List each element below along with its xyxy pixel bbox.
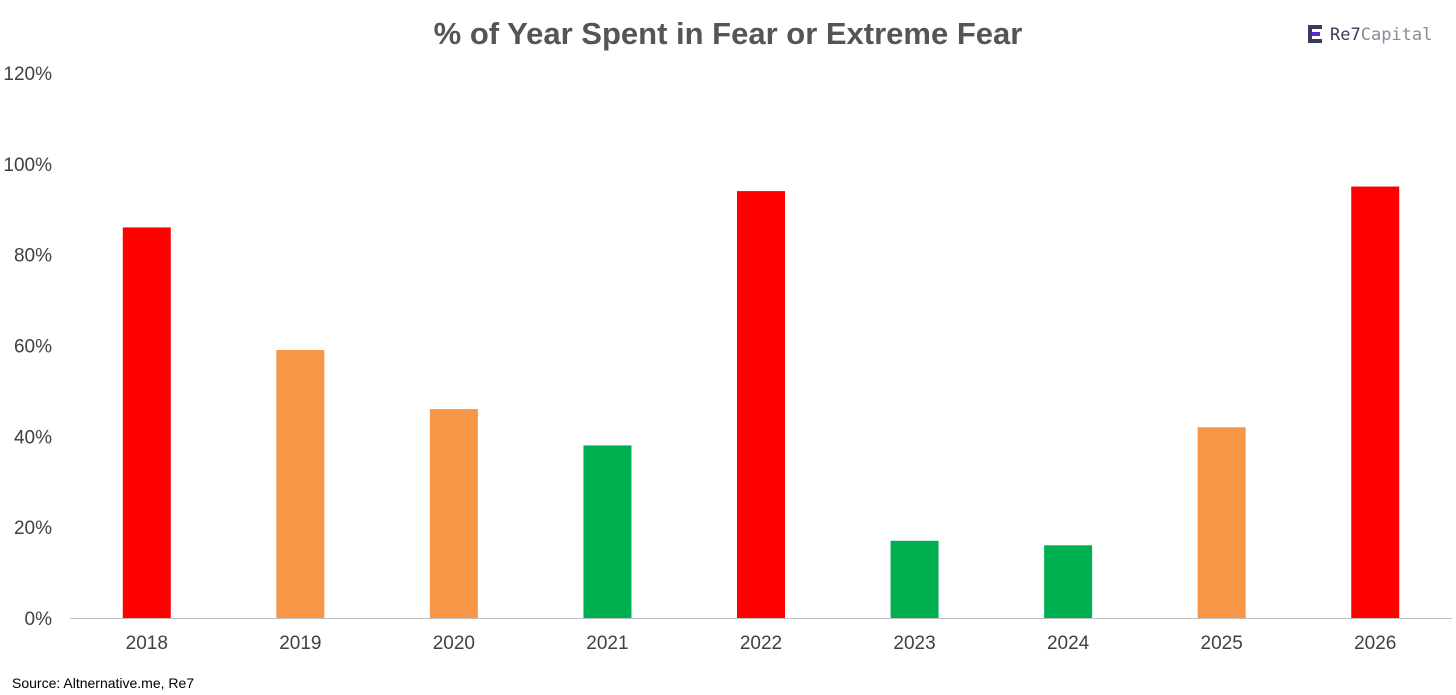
- y-tick-label: 40%: [14, 427, 52, 448]
- source-note: Source: Altnernative.me, Re7: [12, 675, 195, 691]
- brand-logo: Re7Capital: [1306, 23, 1432, 47]
- bar-2026: [1351, 186, 1400, 618]
- bar-2018: [122, 227, 171, 618]
- bar-2021: [583, 445, 632, 618]
- y-tick-label: 100%: [3, 155, 52, 176]
- x-tick-label: 2023: [893, 633, 935, 654]
- chart-title: % of Year Spent in Fear or Extreme Fear: [434, 16, 1023, 51]
- bars: [122, 186, 1400, 619]
- x-tick-label: 2024: [1047, 633, 1090, 654]
- bar-2023: [890, 540, 939, 618]
- y-tick-label: 120%: [3, 64, 52, 85]
- x-axis-ticks: 2018 2019 2020 2021 2022 2023 2024 2025 2026: [126, 633, 1397, 654]
- x-tick-label: 2022: [740, 633, 782, 654]
- y-tick-label: 60%: [14, 337, 52, 358]
- x-tick-label: 2020: [433, 633, 475, 654]
- y-axis-ticks: 0% 20% 40% 60% 80% 100% 120%: [3, 64, 52, 630]
- x-tick-label: 2021: [586, 633, 628, 654]
- bar-2024: [1044, 545, 1093, 618]
- re7-logo-icon: [1308, 25, 1322, 43]
- bar-2022: [737, 191, 785, 619]
- x-tick-label: 2026: [1354, 633, 1396, 654]
- brand-name: Re7Capital: [1330, 25, 1432, 45]
- y-tick-label: 0%: [25, 609, 53, 630]
- bar-2019: [276, 350, 325, 618]
- x-tick-label: 2018: [126, 633, 168, 654]
- y-tick-label: 80%: [14, 246, 52, 267]
- x-tick-label: 2019: [279, 633, 321, 654]
- y-tick-label: 20%: [14, 518, 52, 539]
- x-tick-label: 2025: [1201, 633, 1243, 654]
- bar-2020: [429, 409, 478, 618]
- brand-name-strong: Re7: [1330, 25, 1361, 45]
- bar-2025: [1197, 427, 1246, 618]
- brand-name-light: Capital: [1360, 25, 1433, 45]
